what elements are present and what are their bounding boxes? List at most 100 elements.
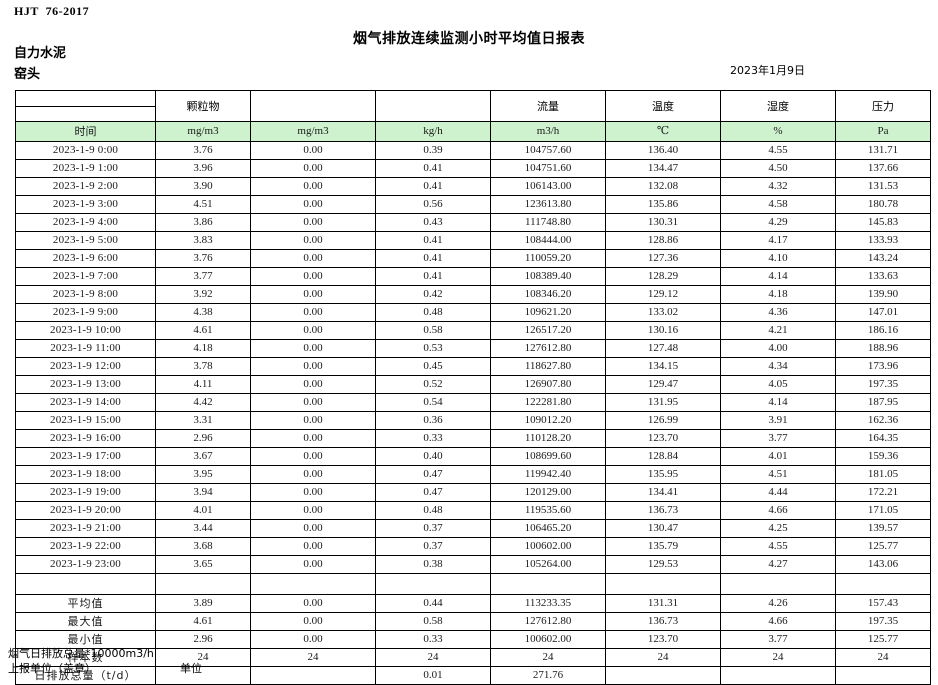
table-cell: 4.32 — [720, 177, 836, 196]
table-row: 2023-1-9 3:00 4.51 0.00 0.56 123613.80 135.86… — [15, 195, 931, 214]
time-cell: 2023-1-9 14:00 — [15, 393, 156, 412]
table-cell: 0.00 — [250, 555, 376, 574]
table-cell: 4.14 — [720, 267, 836, 286]
group-header-temperature: 温度 — [605, 90, 721, 122]
group-header-pressure: 压力 — [835, 90, 931, 122]
time-cell: 2023-1-9 1:00 — [15, 159, 156, 178]
table-cell: 162.36 — [835, 411, 931, 430]
table-cell: 0.00 — [250, 483, 376, 502]
group-header-blank-1 — [250, 90, 376, 122]
table-cell: 4.51 — [720, 465, 836, 484]
table-cell: 4.11 — [155, 375, 251, 394]
table-cell: 0.00 — [250, 519, 376, 538]
table-cell: 181.05 — [835, 465, 931, 484]
table-cell: 118627.80 — [490, 357, 606, 376]
summary-label-cell: 平均值 — [15, 594, 156, 613]
table-row: 2023-1-9 7:00 3.77 0.00 0.41 108389.40 128.29… — [15, 267, 931, 286]
table-cell: 4.66 — [720, 501, 836, 520]
table-cell: 164.35 — [835, 429, 931, 448]
table-cell: 129.47 — [605, 375, 721, 394]
table-cell: 108389.40 — [490, 267, 606, 286]
table-cell: 143.06 — [835, 555, 931, 574]
table-cell: 3.91 — [720, 411, 836, 430]
table-cell: 0.47 — [375, 465, 491, 484]
table-cell: 4.61 — [155, 321, 251, 340]
table-cell: 4.38 — [155, 303, 251, 322]
table-cell: 4.36 — [720, 303, 836, 322]
table-cell: 0.33 — [375, 630, 491, 649]
table-cell: 0.00 — [250, 141, 376, 160]
group-header-row: 颗粒物 流量 温度 湿度 压力 — [15, 90, 931, 122]
table-cell: 0.45 — [375, 357, 491, 376]
table-cell: 0.00 — [250, 375, 376, 394]
table-cell: 0.00 — [250, 411, 376, 430]
summary-row: 平均值 3.89 0.00 0.44 113233.35 131.31 4.26 157.43 — [15, 594, 931, 613]
table-row: 2023-1-9 12:00 3.78 0.00 0.45 118627.80 134.1… — [15, 357, 931, 376]
footer-reporting-unit: 上报单位（盖章） — [8, 662, 96, 675]
table-cell: 130.16 — [605, 321, 721, 340]
table-cell: 24 — [605, 648, 721, 667]
table-cell: 147.01 — [835, 303, 931, 322]
table-body: 颗粒物 流量 温度 湿度 压力 时间 mg/m3 mg/m3 kg/h m3/h… — [15, 90, 931, 685]
time-cell: 2023-1-9 11:00 — [15, 339, 156, 358]
table-cell: 105264.00 — [490, 555, 606, 574]
table-cell: 133.02 — [605, 303, 721, 322]
table-cell: 0.52 — [375, 375, 491, 394]
summary-row: 最大值 4.61 0.00 0.58 127612.80 136.73 4.66 197.35 — [15, 612, 931, 631]
table-cell: 3.78 — [155, 357, 251, 376]
table-cell: 0.33 — [375, 429, 491, 448]
table-cell: 197.35 — [835, 375, 931, 394]
table-cell: 0.00 — [250, 447, 376, 466]
time-cell: 2023-1-9 7:00 — [15, 267, 156, 286]
time-cell: 2023-1-9 4:00 — [15, 213, 156, 232]
table-cell: 0.42 — [375, 285, 491, 304]
table-cell: 119942.40 — [490, 465, 606, 484]
table-cell: 4.29 — [720, 213, 836, 232]
table-cell: 4.58 — [720, 195, 836, 214]
header-corner-cell — [15, 90, 156, 122]
table-cell: 0.00 — [250, 612, 376, 631]
table-cell: 3.77 — [720, 630, 836, 649]
time-cell: 2023-1-9 15:00 — [15, 411, 156, 430]
time-cell: 2023-1-9 17:00 — [15, 447, 156, 466]
table-cell: 3.89 — [155, 594, 251, 613]
unit-header-2: mg/m3 — [250, 121, 376, 142]
table-cell: 4.21 — [720, 321, 836, 340]
table-cell: 0.00 — [250, 267, 376, 286]
time-cell: 2023-1-9 10:00 — [15, 321, 156, 340]
table-cell: 137.66 — [835, 159, 931, 178]
table-cell: 0.00 — [250, 195, 376, 214]
table-cell: 109012.20 — [490, 411, 606, 430]
table-cell: 4.10 — [720, 249, 836, 268]
table-cell: 4.42 — [155, 393, 251, 412]
table-row: 2023-1-9 23:00 3.65 0.00 0.38 105264.00 129.5… — [15, 555, 931, 574]
table-cell: 0.37 — [375, 537, 491, 556]
summary-row: 最小值 2.96 0.00 0.33 100602.00 123.70 3.77 125.77 — [15, 630, 931, 649]
table-cell: 0.01 — [375, 666, 491, 685]
table-cell: 129.12 — [605, 285, 721, 304]
table-cell: 4.51 — [155, 195, 251, 214]
table-cell: 133.63 — [835, 267, 931, 286]
table-cell: 0.58 — [375, 612, 491, 631]
table-cell — [250, 573, 376, 595]
table-row: 2023-1-9 14:00 4.42 0.00 0.54 122281.80 131.9… — [15, 393, 931, 412]
table-cell: 4.27 — [720, 555, 836, 574]
table-cell: 4.00 — [720, 339, 836, 358]
emission-report-table: 颗粒物 流量 温度 湿度 压力 时间 mg/m3 mg/m3 kg/h m3/h… — [15, 90, 931, 685]
table-cell: 122281.80 — [490, 393, 606, 412]
table-cell: 131.71 — [835, 141, 931, 160]
time-cell: 2023-1-9 23:00 — [15, 555, 156, 574]
organization-name: 自力水泥 — [14, 46, 67, 61]
table-cell: 135.95 — [605, 465, 721, 484]
corner-divider-line — [16, 106, 155, 107]
report-date: 2023年1月9日 — [730, 64, 805, 77]
table-row: 2023-1-9 4:00 3.86 0.00 0.43 111748.80 130.31… — [15, 213, 931, 232]
table-cell: 0.38 — [375, 555, 491, 574]
table-cell: 0.36 — [375, 411, 491, 430]
table-cell: 3.76 — [155, 249, 251, 268]
table-cell — [15, 573, 156, 595]
table-cell: 128.29 — [605, 267, 721, 286]
table-cell: 100602.00 — [490, 537, 606, 556]
table-cell: 133.93 — [835, 231, 931, 250]
table-cell: 0.41 — [375, 159, 491, 178]
